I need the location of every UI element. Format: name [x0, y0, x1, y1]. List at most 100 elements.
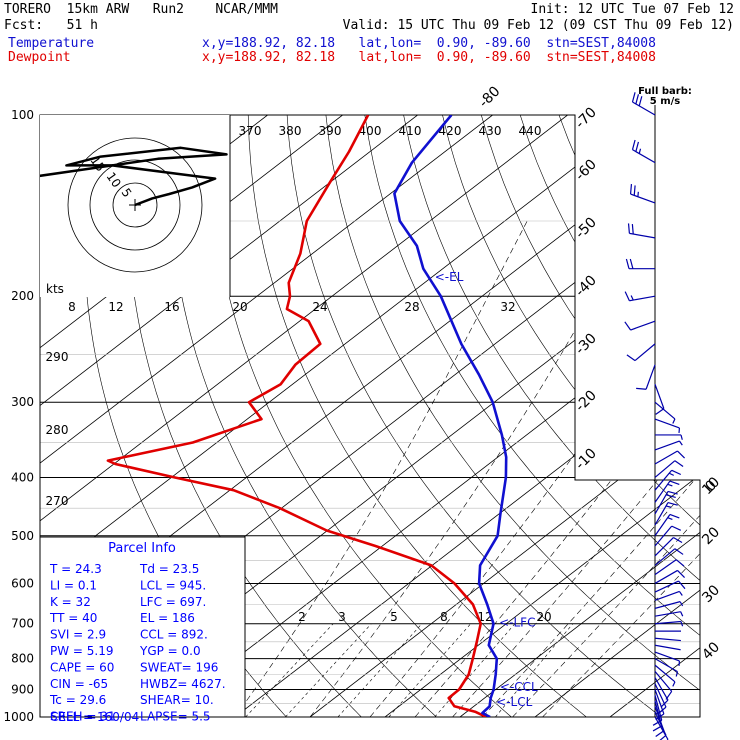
wind-barb-flag [624, 321, 632, 331]
dry-adiabat-line [247, 115, 603, 717]
mixing-ratio-line [285, 623, 372, 717]
parcel-value-left: K = 32 [50, 595, 91, 609]
wind-barb-shaft [654, 664, 676, 683]
mixing-ratio-label: 2 [298, 610, 306, 624]
wind-barb-flag [674, 548, 684, 555]
wind-barb-flag [630, 295, 634, 301]
wind-barb [654, 651, 681, 666]
wind-barb-shaft [645, 364, 656, 390]
wind-barb-flag [624, 291, 630, 301]
moist-adiabat-line [234, 220, 528, 717]
pressure-tick-label: 300 [11, 395, 34, 409]
wind-barb-shaft [654, 590, 680, 601]
wind-barb-flag [680, 621, 684, 627]
wind-barb-flag [665, 494, 676, 499]
wind-barb-shaft [654, 658, 678, 673]
model-title: TORERO 15km ARW Run2 NCAR/MMM [4, 2, 278, 17]
wind-barb-shaft [654, 611, 681, 617]
moist-adiabat-line [309, 220, 635, 717]
wind-barb-flag [680, 611, 684, 617]
parcel-value-right: LAPSE= 5.5 [140, 710, 211, 724]
isotherm-label: 10 [699, 474, 723, 498]
mixing-ratio-line [388, 623, 472, 717]
wind-barb-flag [629, 258, 634, 269]
wind-barb-flag [629, 184, 633, 195]
parcel-info-panel: Parcel Info T = 24.3 Td = 23.5 LI = 0.1 LCL … [39, 536, 246, 724]
wind-barb [654, 513, 680, 537]
isotherm-line [40, 115, 643, 717]
mixing-ratio-line [495, 623, 574, 717]
parcel-value-right: EL = 186 [140, 611, 195, 625]
wind-barb-flag [655, 408, 665, 415]
dry-adiabat-line [481, 115, 700, 717]
wind-barb [655, 434, 683, 440]
wind-barb [631, 92, 656, 116]
location-line-dewpoint: x,y=188.92, 82.18 lat,lon= 0.90, -89.60 … [202, 50, 656, 65]
wind-barb-shaft [654, 502, 669, 526]
dry-adiabat-line [558, 115, 700, 717]
wind-barb-flag [675, 671, 679, 677]
hodograph-axis-label: 16 [164, 300, 179, 314]
wind-barb-shaft [654, 537, 674, 557]
wind-barb-flag [678, 580, 686, 590]
wind-barb-flag [680, 434, 683, 440]
theta-label: 410 [399, 124, 422, 138]
wind-barb-flag [665, 690, 673, 700]
wind-barb-flag [672, 418, 676, 424]
wind-barb-flag [638, 148, 642, 154]
wind-barb-flag [657, 706, 667, 715]
parcel-value-left: CIN = -65 [50, 677, 108, 691]
hodograph-axis-label: 24 [312, 300, 327, 314]
pressure-tick-label: 400 [11, 470, 34, 484]
wind-barb-shaft [632, 101, 656, 116]
pressure-tick-label: 500 [11, 529, 34, 543]
parcel-value-left: PW = 5.19 [50, 644, 114, 658]
wind-barb [625, 258, 655, 270]
isotherm-line [159, 115, 700, 717]
wind-barb-flag [631, 92, 636, 103]
wind-barb-flag [673, 536, 683, 544]
level-label: <-CCL [500, 680, 538, 694]
wind-barb-flag [633, 185, 636, 196]
isotherm-line [40, 115, 493, 717]
moist-adiabat-line [452, 220, 700, 717]
wind-barbs: Full barb:5 m/s [624, 86, 692, 740]
level-label: <-LCL [496, 695, 532, 709]
theta-label: 400 [359, 124, 382, 138]
valid-time: Valid: 15 UTC Thu 09 Feb 12 (09 CST Thu … [342, 18, 734, 33]
wind-barb [654, 383, 665, 415]
wind-barb [654, 450, 686, 465]
parcel-value-left: SVI = 2.9 [50, 628, 106, 642]
wind-barb-shaft [654, 440, 680, 451]
legend-dewpoint: Dewpoint [8, 50, 71, 65]
dry-adiabat-line [208, 115, 527, 717]
level-label: <-LFC [499, 616, 535, 630]
temperature-profile [393, 115, 508, 717]
parcel-value-right: HWBZ= 4627. [140, 677, 226, 691]
wind-barb-flag [665, 505, 672, 508]
hodograph-axis-label: 32 [500, 300, 515, 314]
pressure-tick-label: 600 [11, 576, 34, 590]
wind-barb-flag [672, 681, 676, 687]
isotherm-line [309, 115, 700, 717]
pressure-tick-label: 900 [11, 682, 34, 696]
isotherm-line [234, 115, 700, 717]
isotherm-label: -20 [572, 387, 599, 414]
parcel-value-left: LI = 0.1 [50, 578, 97, 592]
pressure-tick-label: 700 [11, 617, 34, 631]
moist-adiabat-line [512, 220, 700, 717]
dry-adiabat-line [442, 115, 700, 717]
dry-adiabat-line [597, 115, 700, 717]
mixing-ratio-label: 8 [440, 610, 448, 624]
wind-barb [626, 343, 656, 362]
wind-barb-shaft [654, 480, 671, 503]
dry-adiabat-line [636, 115, 700, 717]
wind-barb-shaft [630, 193, 656, 204]
isotherm-line [459, 115, 700, 717]
theta-label: 290 [46, 350, 69, 364]
wind-barb-flag [627, 223, 630, 234]
wind-barb-flag [667, 517, 673, 520]
wind-barb-flag [631, 139, 636, 150]
wind-barb [654, 525, 682, 547]
wind-barb-flag [655, 730, 665, 737]
